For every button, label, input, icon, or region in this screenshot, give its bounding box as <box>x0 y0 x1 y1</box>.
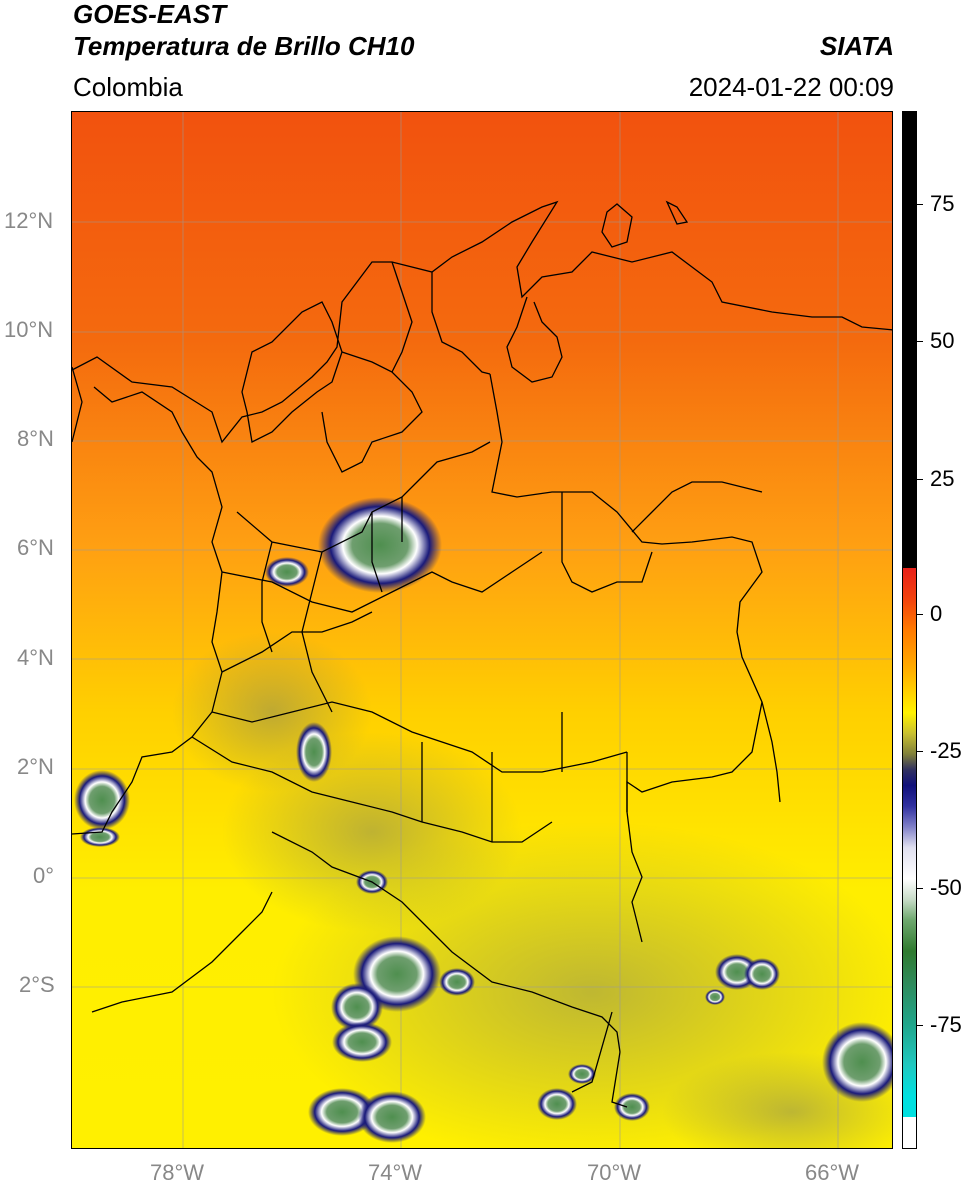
lat-label: 2°S <box>19 972 55 997</box>
colorbar-label: -75 <box>930 1012 962 1037</box>
lat-label: 10°N <box>4 317 54 342</box>
colorbar-label: 75 <box>930 191 955 216</box>
colorbar-tick <box>917 614 923 615</box>
region-label: Colombia <box>73 72 183 102</box>
lat-label: 4°N <box>17 645 54 670</box>
product-title: Temperatura de Brillo CH10 <box>73 31 415 61</box>
lat-label: 8°N <box>17 426 54 451</box>
lat-label: 0° <box>33 863 55 888</box>
borders <box>72 200 892 1108</box>
brightness-temperature-map <box>71 111 893 1149</box>
lon-label: 74°W <box>368 1160 423 1185</box>
datetime-label: 2024-01-22 00:09 <box>688 72 894 102</box>
agency-title: SIATA <box>819 31 894 61</box>
colorbar-label: -25 <box>930 738 962 763</box>
lon-label: 78°W <box>150 1160 205 1185</box>
satellite-title: GOES-EAST <box>73 0 227 29</box>
colorbar-label: 0 <box>930 601 943 626</box>
colorbar-label: 25 <box>930 466 955 491</box>
colorbar-tick <box>917 751 923 752</box>
colorbar-tick <box>917 341 923 342</box>
cloud-haze <box>172 632 372 792</box>
colorbar-tick <box>917 479 923 480</box>
lat-label: 12°N <box>4 208 54 233</box>
colorbar <box>902 111 917 1149</box>
colorbar-tick <box>917 888 923 889</box>
lat-label: 6°N <box>17 535 54 560</box>
lon-label: 66°W <box>805 1160 860 1185</box>
colorbar-label: -50 <box>930 875 962 900</box>
graticule <box>72 112 892 1148</box>
colorbar-label: 50 <box>930 328 955 353</box>
lat-label: 2°N <box>17 754 54 779</box>
lon-label: 70°W <box>587 1160 642 1185</box>
colorbar-tick <box>917 1025 923 1026</box>
storm-cells <box>74 497 892 1143</box>
map-canvas <box>72 112 892 1148</box>
colorbar-tick <box>917 204 923 205</box>
